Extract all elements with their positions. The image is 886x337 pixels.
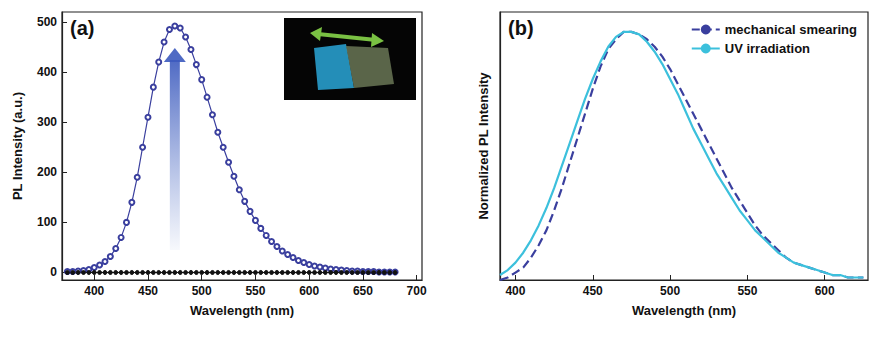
svg-text:400: 400 — [37, 65, 57, 79]
svg-text:600: 600 — [815, 284, 835, 298]
svg-text:500: 500 — [37, 15, 57, 29]
svg-text:450: 450 — [138, 284, 158, 298]
svg-text:mechanical smearing: mechanical smearing — [725, 22, 857, 37]
svg-text:700: 700 — [407, 284, 427, 298]
svg-text:0: 0 — [50, 265, 57, 279]
svg-text:200: 200 — [37, 165, 57, 179]
svg-text:100: 100 — [37, 215, 57, 229]
svg-text:300: 300 — [37, 115, 57, 129]
svg-text:Normalized PL Intensity: Normalized PL Intensity — [476, 72, 491, 220]
svg-text:(a): (a) — [70, 17, 94, 39]
svg-text:450: 450 — [583, 284, 603, 298]
svg-text:PL Intensity (a.u.): PL Intensity (a.u.) — [10, 92, 25, 200]
svg-text:550: 550 — [737, 284, 757, 298]
svg-text:400: 400 — [505, 284, 525, 298]
svg-text:(b): (b) — [508, 17, 534, 39]
svg-text:500: 500 — [192, 284, 212, 298]
svg-text:500: 500 — [660, 284, 680, 298]
svg-text:550: 550 — [245, 284, 265, 298]
svg-text:Wavelength (nm): Wavelength (nm) — [190, 303, 294, 318]
svg-text:650: 650 — [353, 284, 373, 298]
svg-text:400: 400 — [84, 284, 104, 298]
svg-text:UV irradiation: UV irradiation — [725, 41, 810, 56]
svg-text:Wavelength (nm): Wavelength (nm) — [632, 303, 736, 318]
svg-text:600: 600 — [299, 284, 319, 298]
